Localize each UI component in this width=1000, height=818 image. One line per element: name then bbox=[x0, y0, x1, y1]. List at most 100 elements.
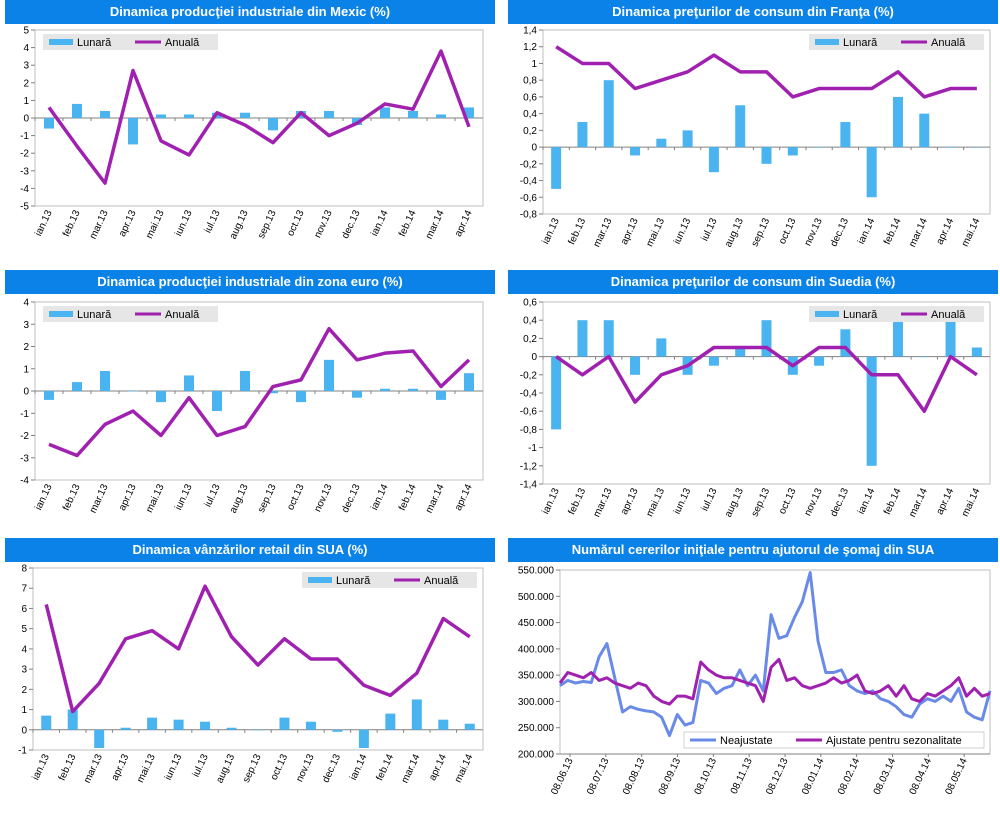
x-tick-label: oct.13 bbox=[777, 216, 799, 246]
y-tick-label: 1,2 bbox=[523, 42, 537, 53]
bar-lunara bbox=[100, 110, 110, 118]
legend-label-anuala: Anuală bbox=[165, 309, 200, 321]
y-tick-label: -1,4 bbox=[520, 480, 538, 491]
x-tick-label: iul.13 bbox=[203, 482, 223, 509]
y-tick-label: 0,4 bbox=[523, 316, 537, 327]
line-neajustate bbox=[559, 571, 992, 738]
bar-lunara bbox=[603, 80, 614, 148]
x-tick-label: mar.13 bbox=[88, 208, 111, 241]
bar-lunara bbox=[438, 719, 449, 730]
bar-lunara bbox=[411, 699, 422, 730]
x-tick-label: feb.14 bbox=[397, 482, 419, 512]
bar-lunara bbox=[279, 717, 290, 730]
y-tick-label: -2 bbox=[20, 431, 29, 442]
legend: Neajustate Ajustate pentru sezonalitate bbox=[683, 731, 985, 749]
bar-lunara bbox=[128, 391, 138, 392]
y-tick-label: 0 bbox=[23, 114, 29, 125]
x-tick-label: 08.02.14 bbox=[836, 756, 863, 796]
x-tick-label: dec.13 bbox=[340, 482, 363, 514]
y-tick-label: 3 bbox=[23, 61, 29, 72]
bar-lunara bbox=[44, 391, 54, 400]
legend: Lunară Anuală bbox=[809, 306, 984, 322]
legend-label-ajustate: Ajustate pentru sezonalitate bbox=[826, 735, 962, 747]
bar-lunara bbox=[735, 105, 746, 148]
x-tick-label: ian.13 bbox=[540, 216, 562, 246]
legend-box bbox=[302, 572, 477, 588]
x-tick-label: ian.13 bbox=[540, 486, 562, 516]
bar-lunara bbox=[268, 391, 278, 394]
bar-lunara bbox=[919, 113, 930, 148]
bar-lunara bbox=[120, 727, 131, 730]
bar-lunara bbox=[72, 103, 82, 118]
chart-panel-franta: Dinamica preţurilor de consum din Franţa… bbox=[508, 0, 998, 256]
x-tick-label: ian.14 bbox=[856, 216, 878, 246]
bar-lunara bbox=[436, 114, 446, 118]
x-tick-label: 08.05.14 bbox=[943, 756, 970, 796]
y-tick-label: 0 bbox=[531, 143, 537, 154]
bar-lunara bbox=[971, 147, 982, 148]
x-tick-label: apr.13 bbox=[110, 752, 132, 782]
y-tick-label: 400.000 bbox=[518, 644, 555, 655]
y-tick-label: -0,2 bbox=[520, 370, 538, 381]
plot-area bbox=[542, 29, 991, 215]
bar-lunara bbox=[464, 723, 475, 730]
legend-swatch-lunara bbox=[815, 39, 839, 45]
y-tick-label: 0,6 bbox=[523, 92, 537, 103]
chart-panel-retail-sua: Dinamica vânzărilor retail din SUA (%) -… bbox=[5, 538, 495, 794]
x-tick-label: iul.13 bbox=[203, 208, 223, 235]
y-tick-label: 550.000 bbox=[518, 566, 555, 577]
x-tick-label: feb.14 bbox=[882, 486, 904, 516]
x-tick-label: feb.13 bbox=[566, 216, 588, 246]
bar-lunara bbox=[41, 715, 52, 730]
y-tick-label: -2 bbox=[20, 149, 29, 160]
bar-lunara bbox=[212, 391, 222, 412]
y-tick-label: 0,2 bbox=[523, 334, 537, 345]
y-tick-label: -1 bbox=[20, 131, 29, 142]
y-tick-label: 300.000 bbox=[518, 697, 555, 708]
line-anuala bbox=[44, 584, 471, 714]
legend-swatch-lunara bbox=[815, 311, 839, 317]
x-tick-label: mai.13 bbox=[144, 482, 167, 514]
chart-svg: -4 -3 -2 -1 0 1 2 3 4 ian.13 feb.13 mar.13 apr.13 mai… bbox=[20, 298, 484, 515]
x-tick-label: feb.13 bbox=[57, 752, 79, 782]
bar-lunara bbox=[656, 138, 667, 148]
y-tick-label: -0,4 bbox=[520, 176, 538, 187]
legend-label-anuala: Anuală bbox=[931, 37, 966, 49]
x-tick-label: apr.13 bbox=[117, 482, 139, 512]
bar-lunara bbox=[603, 320, 614, 357]
bar-lunara bbox=[184, 114, 194, 118]
bar-lunara bbox=[358, 729, 369, 748]
x-tick-label: 08.04.14 bbox=[908, 756, 935, 796]
y-tick-label: -1 bbox=[18, 746, 27, 757]
bar-lunara bbox=[735, 347, 746, 357]
y-tick-label: -0,8 bbox=[520, 210, 538, 221]
x-tick-label: sep.13 bbox=[750, 216, 773, 248]
y-tick-label: -3 bbox=[20, 166, 29, 177]
x-tick-label: mai.14 bbox=[453, 752, 476, 784]
x-tick-label: mai.14 bbox=[960, 486, 983, 518]
x-tick-label: mar.14 bbox=[424, 208, 447, 241]
bar-lunara bbox=[380, 107, 390, 118]
y-tick-label: -0,4 bbox=[520, 389, 538, 400]
x-tick-label: oct.13 bbox=[285, 208, 307, 238]
bar-lunara bbox=[184, 375, 194, 391]
chart-svg: 200.000 250.000 300.000 350.000 400.000 450.0… bbox=[518, 566, 992, 797]
x-tick-label: iul.13 bbox=[700, 216, 720, 243]
legend-label-anuala: Anuală bbox=[931, 309, 966, 321]
x-tick-label: 08.06.13 bbox=[549, 756, 576, 796]
legend-box bbox=[43, 306, 218, 322]
y-tick-label: -0,2 bbox=[520, 159, 538, 170]
chart-title: Dinamica producţiei industriale din zona… bbox=[5, 270, 495, 294]
x-tick-label: iun.13 bbox=[672, 486, 694, 516]
bar-lunara bbox=[332, 729, 343, 732]
x-tick-label: mar.13 bbox=[82, 752, 105, 785]
x-tick-label: nov.13 bbox=[312, 208, 335, 240]
x-tick-label: apr.14 bbox=[935, 216, 957, 246]
bar-lunara bbox=[240, 370, 250, 391]
y-tick-label: 2 bbox=[21, 685, 27, 696]
bar-lunara bbox=[577, 320, 588, 357]
y-tick-label: 3 bbox=[23, 320, 29, 331]
x-tick-label: apr.14 bbox=[427, 752, 449, 782]
y-tick-label: 1 bbox=[23, 364, 29, 375]
y-tick-label: 0 bbox=[21, 725, 27, 736]
